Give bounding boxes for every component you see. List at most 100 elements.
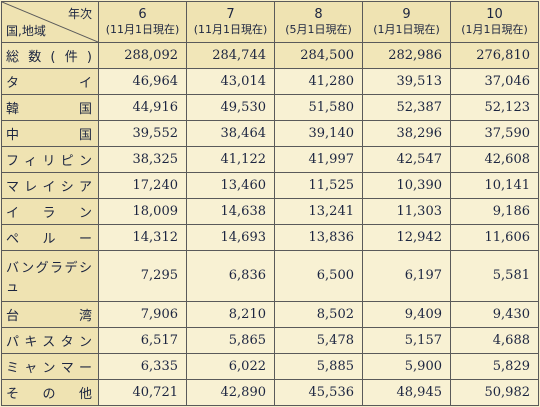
row-label: パキスタン <box>1 326 99 354</box>
cell: 40,721 <box>98 378 187 407</box>
cell: 284,500 <box>274 41 363 70</box>
header-row: 年次 国,地域 6 (11月1日現在) 7 (11月1日現在) 8 (5月1日現在) 9 (1… <box>1 1 539 43</box>
cell: 7,295 <box>98 250 187 302</box>
cell: 6,022 <box>186 352 275 380</box>
cell: 41,997 <box>274 146 363 174</box>
table-body: 総数(件) 288,092 284,744 284,500 282,986 276,810… <box>1 41 539 407</box>
column-header: 6 (11月1日現在) <box>98 1 187 43</box>
row-label: マレイシア <box>1 172 99 200</box>
cell: 5,581 <box>450 250 539 302</box>
row: タイ 46,964 43,014 41,280 39,513 37,046 <box>1 68 539 96</box>
cell: 39,140 <box>274 120 363 148</box>
column-header: 8 (5月1日現在) <box>274 1 363 43</box>
cell: 44,916 <box>98 94 187 122</box>
cell: 6,335 <box>98 352 187 380</box>
row: 台湾 7,906 8,210 8,502 9,409 9,430 <box>1 300 539 328</box>
cell: 6,517 <box>98 326 187 354</box>
cell: 42,547 <box>362 146 451 174</box>
cell: 14,312 <box>98 224 187 252</box>
cell: 14,693 <box>186 224 275 252</box>
row-label: イラン <box>1 198 99 226</box>
cell: 41,280 <box>274 68 363 96</box>
corner-bottom: 国,地域 <box>6 24 46 38</box>
cell: 46,964 <box>98 68 187 96</box>
cell: 49,530 <box>186 94 275 122</box>
diagonal <box>2 2 98 42</box>
year: 7 <box>226 7 235 22</box>
date: (5月1日現在) <box>285 23 352 36</box>
cell: 48,945 <box>362 378 451 407</box>
date: (11月1日現在) <box>193 23 268 36</box>
row-label: フィリピン <box>1 146 99 174</box>
cell: 43,014 <box>186 68 275 96</box>
cell: 5,900 <box>362 352 451 380</box>
row-label: バングラデシュ <box>1 250 99 302</box>
cell: 9,186 <box>450 198 539 226</box>
date: (1月1日現在) <box>373 23 440 36</box>
cell: 37,590 <box>450 120 539 148</box>
row: 中国 39,552 38,464 39,140 38,296 37,590 <box>1 120 539 148</box>
row: フィリピン 38,325 41,122 41,997 42,547 42,608 <box>1 146 539 174</box>
cell: 4,688 <box>450 326 539 354</box>
cell: 6,500 <box>274 250 363 302</box>
year: 6 <box>138 7 147 22</box>
cell: 8,502 <box>274 300 363 328</box>
cell: 288,092 <box>98 41 187 70</box>
cell: 39,552 <box>98 120 187 148</box>
cell: 8,210 <box>186 300 275 328</box>
row-label: その他 <box>1 378 99 407</box>
row-label: ミャンマー <box>1 352 99 380</box>
cell: 18,009 <box>98 198 187 226</box>
cell: 17,240 <box>98 172 187 200</box>
cell: 282,986 <box>362 41 451 70</box>
cell: 45,536 <box>274 378 363 407</box>
column-header: 10 (1月1日現在) <box>450 1 539 43</box>
cell: 276,810 <box>450 41 539 70</box>
cell: 52,387 <box>362 94 451 122</box>
cell: 5,157 <box>362 326 451 354</box>
total-row: 総数(件) 288,092 284,744 284,500 282,986 276,810 <box>1 41 539 70</box>
row-label: 中国 <box>1 120 99 148</box>
row-label: タイ <box>1 68 99 96</box>
row: 韓国 44,916 49,530 51,580 52,387 52,123 <box>1 94 539 122</box>
cell: 51,580 <box>274 94 363 122</box>
cell: 11,606 <box>450 224 539 252</box>
year: 10 <box>486 7 503 22</box>
row: マレイシア 17,240 13,460 11,525 10,390 10,141 <box>1 172 539 200</box>
cell: 5,885 <box>274 352 363 380</box>
cell: 10,390 <box>362 172 451 200</box>
cell: 42,890 <box>186 378 275 407</box>
row-label: ペルー <box>1 224 99 252</box>
cell: 42,608 <box>450 146 539 174</box>
row-label: 台湾 <box>1 300 99 328</box>
row-label: 韓国 <box>1 94 99 122</box>
cell: 11,303 <box>362 198 451 226</box>
row: ミャンマー 6,335 6,022 5,885 5,900 5,829 <box>1 352 539 380</box>
row: パキスタン 6,517 5,865 5,478 5,157 4,688 <box>1 326 539 354</box>
row-label: 総数(件) <box>1 41 99 70</box>
cell: 284,744 <box>186 41 275 70</box>
cell: 13,836 <box>274 224 363 252</box>
cell: 6,197 <box>362 250 451 302</box>
cell: 38,325 <box>98 146 187 174</box>
year: 8 <box>314 7 323 22</box>
cell: 50,982 <box>450 378 539 407</box>
cell: 9,430 <box>450 300 539 328</box>
cell: 5,865 <box>186 326 275 354</box>
row: その他 40,721 42,890 45,536 48,945 50,982 <box>1 378 539 407</box>
cell: 13,460 <box>186 172 275 200</box>
column-header: 7 (11月1日現在) <box>186 1 275 43</box>
date: (11月1日現在) <box>105 23 180 36</box>
date: (1月1日現在) <box>461 23 528 36</box>
column-header: 9 (1月1日現在) <box>362 1 451 43</box>
cell: 5,829 <box>450 352 539 380</box>
cell: 41,122 <box>186 146 275 174</box>
cell: 12,942 <box>362 224 451 252</box>
cell: 39,513 <box>362 68 451 96</box>
cell: 38,464 <box>186 120 275 148</box>
row: ペルー 14,312 14,693 13,836 12,942 11,606 <box>1 224 539 252</box>
cell: 9,409 <box>362 300 451 328</box>
cell: 13,241 <box>274 198 363 226</box>
